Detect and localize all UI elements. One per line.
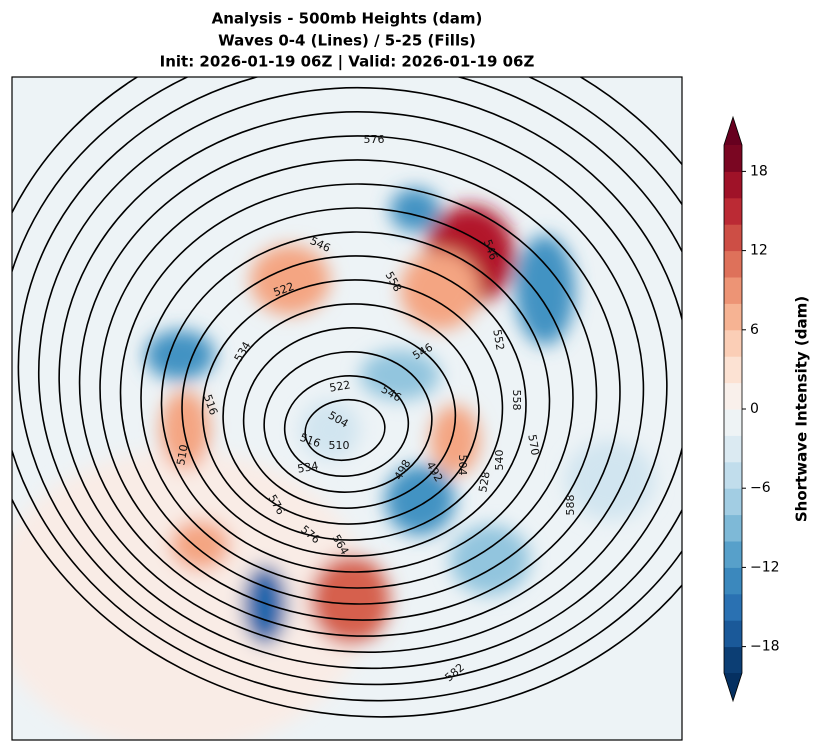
colorbar-tick-label: 6 [750, 322, 759, 338]
colorbar-extend [724, 673, 742, 701]
colorbar-bin [724, 461, 742, 489]
colorbar-label: Shortwave Intensity (dam) [793, 296, 811, 522]
colorbar-bin [724, 303, 742, 331]
contour-label: 534 [296, 459, 319, 475]
colorbar-bin [724, 593, 742, 621]
colorbar-tick-label: −6 [750, 480, 771, 496]
colorbar-bin [724, 224, 742, 252]
colorbar-bin [724, 541, 742, 568]
contour-line [181, 255, 527, 557]
contour-line [140, 207, 574, 589]
contour-line [160, 231, 551, 573]
colorbar-bin [724, 382, 742, 410]
contour-line [222, 303, 480, 525]
colorbar-bin [724, 488, 742, 516]
colorbar-bin [724, 435, 742, 463]
contour-line [17, 77, 682, 686]
colorbar-bin [724, 514, 742, 542]
title-line: Init: 2026-01-19 06Z | Valid: 2026-01-19… [160, 53, 535, 72]
contour-line [242, 327, 457, 509]
colorbar-bin [724, 356, 742, 384]
map [12, 77, 682, 740]
height-contours [12, 77, 682, 718]
colorbar-extend [724, 117, 742, 145]
colorbar-tick-label: −12 [750, 559, 780, 575]
contour-label: 588 [564, 495, 577, 516]
colorbar-bin [724, 250, 742, 278]
contour-label: 558 [510, 390, 523, 411]
contour-line [99, 159, 621, 621]
contour-line [304, 398, 386, 462]
colorbar-bin [724, 145, 742, 172]
colorbar-bin [724, 197, 742, 225]
colorbar-outline [723, 115, 743, 703]
contour-line [201, 279, 504, 541]
contour-label: 504 [456, 455, 469, 476]
colorbar: −18 −12 −6 0 6 12 18 [723, 115, 780, 703]
contour-label: 576 [364, 133, 385, 146]
contour-label: 570 [525, 433, 541, 456]
colorbar-bin [724, 409, 742, 436]
colorbar-tick-label: −18 [750, 639, 780, 655]
contour-line [58, 111, 668, 653]
colorbar-tick-label: 0 [750, 401, 759, 417]
title-line: Analysis - 500mb Heights (dam) [212, 10, 483, 28]
contour-label: 540 [493, 450, 506, 471]
contour-line [283, 375, 410, 477]
contour-line [12, 77, 682, 702]
colorbar-bin [724, 171, 742, 199]
colorbar-tick-label: 12 [750, 243, 768, 259]
contour-line [78, 135, 645, 637]
map-frame [11, 76, 683, 741]
contour-line [37, 86, 682, 670]
colorbar-bin [724, 277, 742, 304]
colorbar-bin [724, 646, 742, 674]
contour-line [263, 351, 433, 493]
contour-label: 510 [329, 439, 350, 452]
colorbar-tick-label: 18 [750, 163, 768, 179]
colorbar-bin [724, 567, 742, 595]
contour-label: 528 [476, 470, 492, 493]
contour-label: 510 [174, 443, 190, 466]
contour-label: 522 [328, 378, 351, 394]
contour-label: 552 [490, 328, 506, 351]
contour-line [119, 183, 598, 605]
colorbar-bin [724, 620, 742, 648]
title-line: Waves 0-4 (Lines) / 5-25 (Fills) [218, 32, 476, 50]
colorbar-bin [724, 329, 742, 357]
shortwave-fills [12, 188, 655, 740]
contour-line [12, 77, 682, 718]
